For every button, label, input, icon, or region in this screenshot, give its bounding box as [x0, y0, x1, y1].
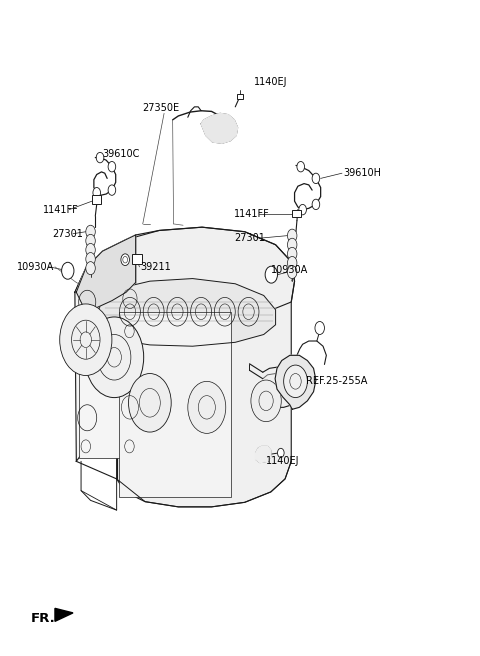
Circle shape [86, 253, 96, 266]
Bar [79, 318, 135, 458]
Circle shape [85, 317, 144, 398]
Polygon shape [275, 356, 316, 409]
Bar [292, 210, 301, 217]
Circle shape [121, 254, 130, 266]
Bar [132, 255, 142, 264]
Bar [119, 312, 230, 497]
Circle shape [288, 266, 297, 279]
Circle shape [288, 229, 297, 242]
Polygon shape [201, 113, 238, 143]
Circle shape [277, 448, 284, 457]
Circle shape [297, 161, 304, 172]
Circle shape [108, 161, 116, 172]
Circle shape [188, 381, 226, 434]
Text: 39610C: 39610C [102, 149, 140, 159]
Circle shape [86, 225, 96, 238]
Circle shape [86, 262, 96, 275]
Circle shape [288, 256, 297, 270]
Circle shape [312, 173, 320, 184]
Text: 1140EJ: 1140EJ [254, 77, 288, 87]
Circle shape [61, 262, 74, 279]
Circle shape [108, 185, 116, 195]
Circle shape [129, 373, 171, 432]
Text: 27350E: 27350E [143, 103, 180, 113]
Circle shape [60, 304, 112, 375]
Circle shape [265, 266, 277, 283]
Polygon shape [96, 279, 276, 346]
Text: 27301: 27301 [234, 234, 264, 243]
Circle shape [312, 199, 320, 210]
Text: 39211: 39211 [140, 262, 171, 272]
Circle shape [299, 205, 306, 215]
Circle shape [93, 188, 100, 198]
Circle shape [288, 247, 297, 260]
Polygon shape [75, 235, 136, 461]
Text: 27301: 27301 [53, 229, 84, 239]
Circle shape [96, 152, 104, 163]
Circle shape [288, 238, 297, 251]
Polygon shape [55, 608, 73, 621]
Circle shape [86, 243, 96, 256]
Circle shape [251, 380, 281, 422]
Text: 10930A: 10930A [271, 265, 308, 275]
Bar [237, 94, 243, 99]
Circle shape [86, 234, 96, 247]
Text: 1141FF: 1141FF [234, 209, 270, 218]
Circle shape [284, 365, 307, 398]
Text: FR.: FR. [31, 611, 56, 625]
Polygon shape [256, 446, 271, 462]
Text: REF.25-255A: REF.25-255A [306, 377, 368, 386]
Text: 1141FF: 1141FF [43, 205, 79, 215]
Text: 10930A: 10930A [17, 262, 54, 272]
Polygon shape [76, 235, 136, 312]
Bar [92, 195, 101, 205]
Circle shape [315, 321, 324, 335]
Polygon shape [117, 227, 295, 507]
Text: 1140EJ: 1140EJ [266, 457, 300, 466]
Polygon shape [75, 227, 295, 323]
Text: 39610H: 39610H [343, 168, 382, 178]
